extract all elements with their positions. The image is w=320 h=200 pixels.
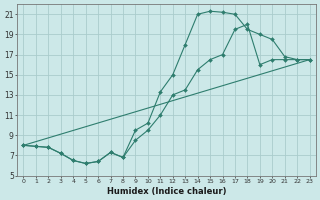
X-axis label: Humidex (Indice chaleur): Humidex (Indice chaleur) xyxy=(107,187,226,196)
